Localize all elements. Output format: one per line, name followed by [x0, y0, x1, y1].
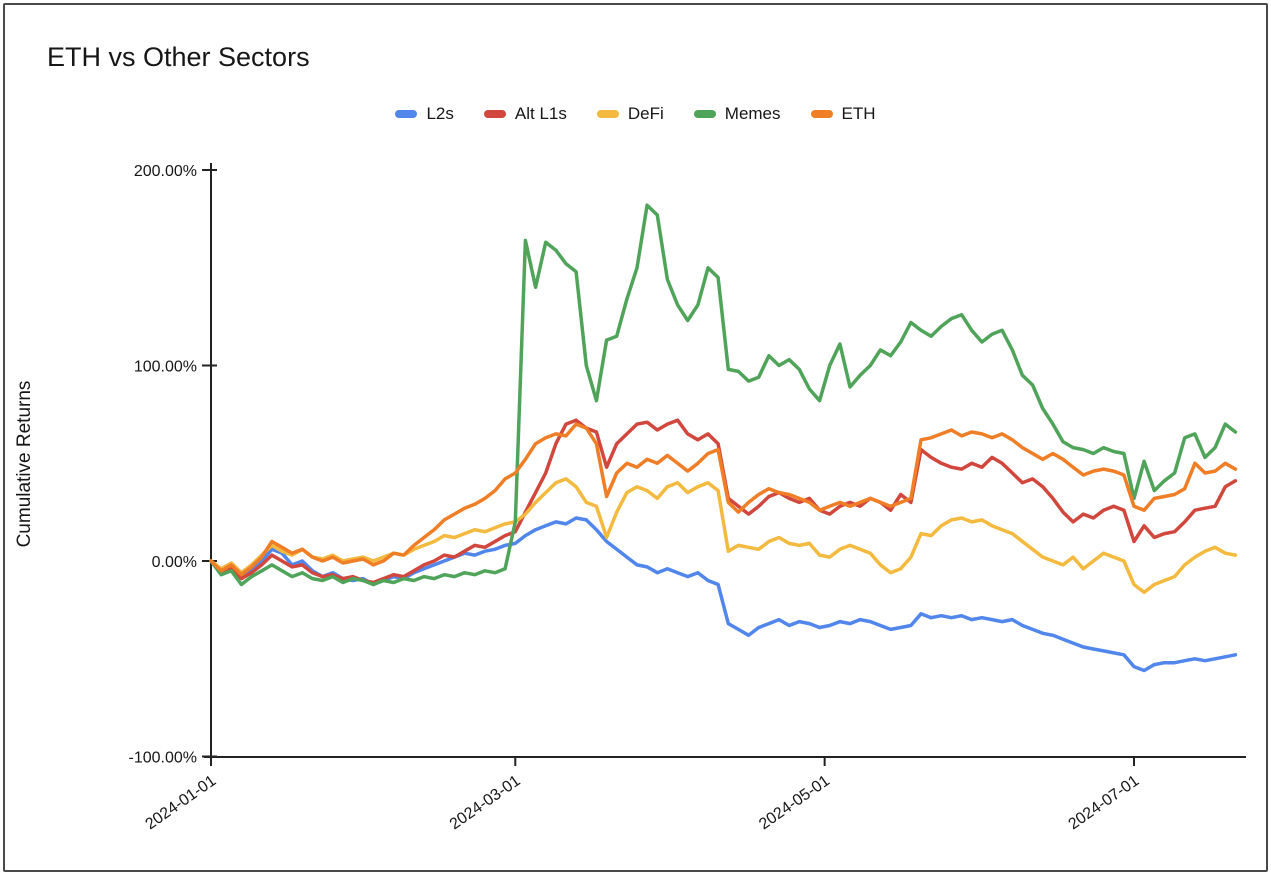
x-tick-label: 2024-05-01 [756, 772, 833, 833]
legend-swatch-alt-l1s [483, 110, 506, 118]
series-line-memes [209, 203, 1238, 587]
legend-item-l2s[interactable]: L2s [395, 104, 454, 124]
series-line-l2s [209, 516, 1238, 673]
legend-label-alt-l1s: Alt L1s [514, 104, 567, 123]
series-line-defi [209, 477, 1238, 595]
chart-title: ETH vs Other Sectors [47, 42, 310, 72]
legend-item-eth[interactable]: ETH [810, 104, 876, 124]
legend-label-memes: Memes [724, 104, 781, 123]
y-tick-label: 100.00% [134, 359, 197, 376]
legend-swatch-l2s [395, 110, 418, 118]
legend-swatch-eth [810, 110, 833, 118]
legend-label-eth: ETH [841, 104, 876, 123]
legend-item-defi[interactable]: DeFi [596, 104, 664, 124]
legend-label-l2s: L2s [426, 104, 454, 123]
legend-item-alt-l1s[interactable]: Alt L1s [483, 104, 567, 124]
legend-swatch-defi [596, 110, 619, 118]
legend: L2s Alt L1s DeFi Memes ETH [0, 104, 1271, 124]
x-tick-label: 2024-07-01 [1066, 772, 1143, 833]
series-line-eth [209, 422, 1238, 577]
y-tick-label: 0.00% [152, 554, 197, 571]
legend-label-defi: DeFi [627, 104, 664, 123]
x-tick-label: 2024-03-01 [447, 772, 524, 833]
legend-swatch-memes [693, 110, 716, 118]
y-tick-label: 200.00% [134, 163, 197, 180]
y-tick-label: -100.00% [129, 750, 198, 767]
legend-item-memes[interactable]: Memes [693, 104, 781, 124]
x-tick-label: 2024-01-01 [143, 772, 220, 833]
